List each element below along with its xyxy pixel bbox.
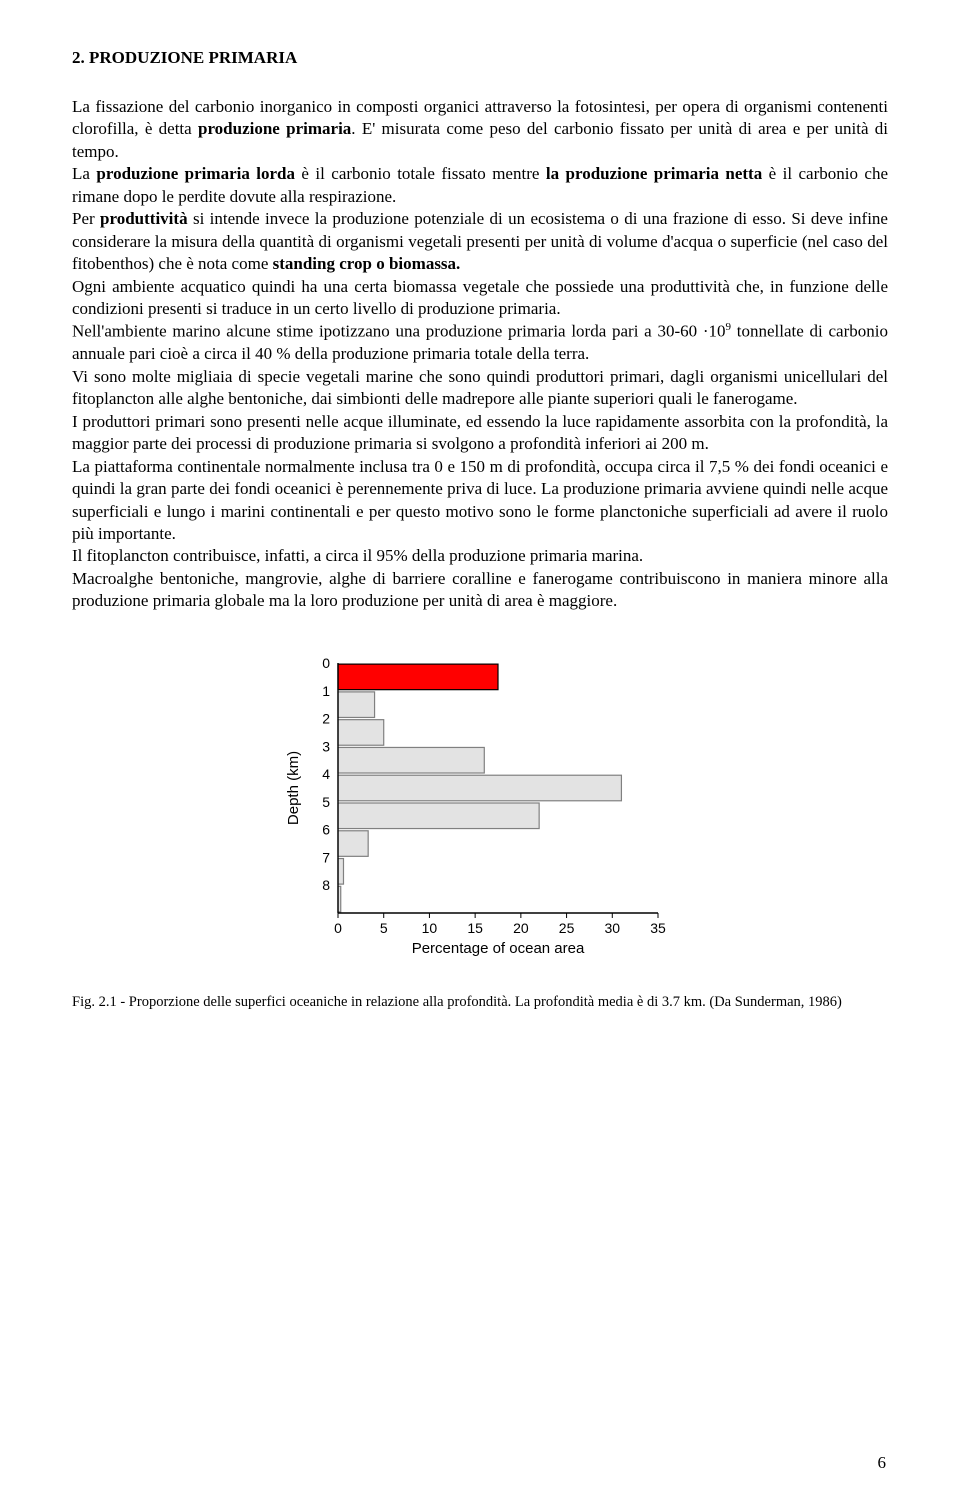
svg-text:1: 1 bbox=[322, 682, 330, 698]
paragraph: Per produttività si intende invece la pr… bbox=[72, 208, 888, 275]
text-run: Per bbox=[72, 209, 100, 228]
text-run: si intende invece la produzione potenzia… bbox=[72, 209, 888, 273]
svg-text:5: 5 bbox=[380, 920, 388, 936]
svg-text:0: 0 bbox=[334, 920, 342, 936]
svg-text:5: 5 bbox=[322, 794, 330, 810]
svg-text:4: 4 bbox=[322, 766, 330, 782]
paragraph: I produttori primari sono presenti nelle… bbox=[72, 411, 888, 456]
text-bold: standing crop o biomassa. bbox=[273, 254, 461, 273]
chart-container: 0 1 2 3 4 5 6 7 8 0 5 10 15 20 25 30 35 Percentage of oce… bbox=[72, 649, 888, 959]
text-run: è il carbonio totale fissato mentre bbox=[295, 164, 546, 183]
body-text: La fissazione del carbonio inorganico in… bbox=[72, 96, 888, 613]
paragraph: Macroalghe bentoniche, mangrovie, alghe … bbox=[72, 568, 888, 613]
depth-ocean-area-chart: 0 1 2 3 4 5 6 7 8 0 5 10 15 20 25 30 35 Percentage of oce… bbox=[280, 649, 680, 959]
text-run: La bbox=[72, 164, 96, 183]
paragraph: Il fitoplancton contribuisce, infatti, a… bbox=[72, 545, 888, 567]
svg-text:2: 2 bbox=[322, 710, 330, 726]
svg-text:10: 10 bbox=[422, 920, 438, 936]
text-bold: produttività bbox=[100, 209, 188, 228]
svg-text:Depth (km): Depth (km) bbox=[285, 751, 302, 825]
figure-caption: Fig. 2.1 - Proporzione delle superfici o… bbox=[72, 993, 888, 1012]
page-number: 6 bbox=[878, 1453, 887, 1473]
section-title: 2. PRODUZIONE PRIMARIA bbox=[72, 48, 888, 68]
text-bold: produzione primaria lorda bbox=[96, 164, 295, 183]
svg-text:15: 15 bbox=[467, 920, 483, 936]
text-run: Nell'ambiente marino alcune stime ipotiz… bbox=[72, 322, 726, 341]
paragraph: La fissazione del carbonio inorganico in… bbox=[72, 96, 888, 163]
paragraph: La produzione primaria lorda è il carbon… bbox=[72, 163, 888, 208]
svg-text:8: 8 bbox=[322, 877, 330, 893]
svg-text:0: 0 bbox=[322, 655, 330, 671]
paragraph: Nell'ambiente marino alcune stime ipotiz… bbox=[72, 320, 888, 366]
chart-svg: 0 1 2 3 4 5 6 7 8 0 5 10 15 20 25 30 35 Percentage of oce… bbox=[280, 649, 680, 959]
svg-text:35: 35 bbox=[650, 920, 666, 936]
svg-text:3: 3 bbox=[322, 738, 330, 754]
svg-text:25: 25 bbox=[559, 920, 575, 936]
text-bold: la produzione primaria netta bbox=[546, 164, 762, 183]
svg-text:Percentage of ocean area: Percentage of ocean area bbox=[412, 940, 585, 957]
svg-text:6: 6 bbox=[322, 821, 330, 837]
svg-text:20: 20 bbox=[513, 920, 529, 936]
text-bold: produzione primaria bbox=[198, 119, 351, 138]
svg-text:7: 7 bbox=[322, 849, 330, 865]
svg-text:30: 30 bbox=[604, 920, 620, 936]
paragraph: Vi sono molte migliaia di specie vegetal… bbox=[72, 366, 888, 411]
paragraph: La piattaforma continentale normalmente … bbox=[72, 456, 888, 546]
paragraph: Ogni ambiente acquatico quindi ha una ce… bbox=[72, 276, 888, 321]
